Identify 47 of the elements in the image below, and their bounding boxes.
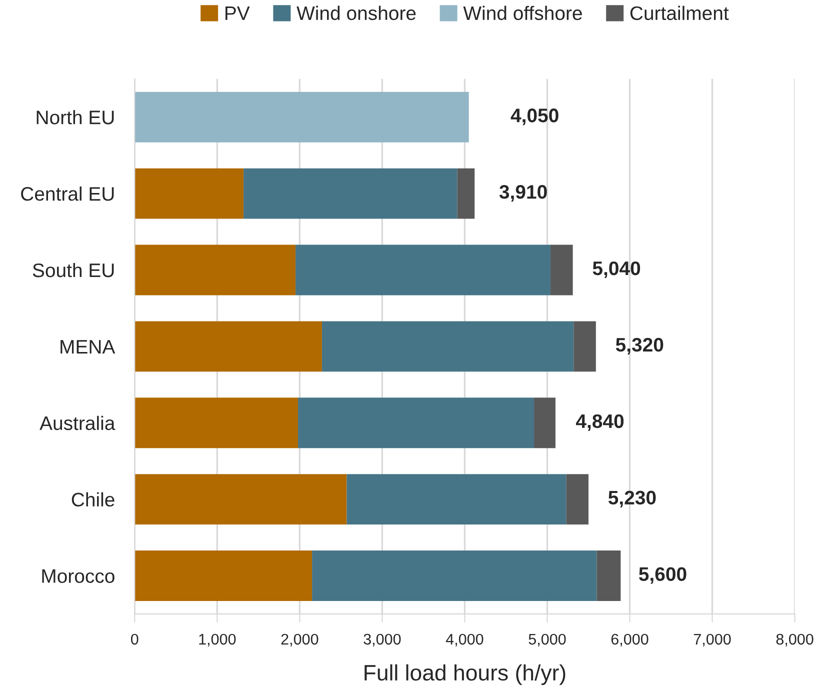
bar xyxy=(134,92,469,142)
y-tick-label: Central EU xyxy=(21,186,114,201)
bar xyxy=(457,168,475,219)
legend-label: PV xyxy=(226,6,250,20)
bar xyxy=(574,321,596,372)
bar xyxy=(322,321,574,372)
bar xyxy=(134,321,322,372)
bar xyxy=(534,398,556,448)
annotation: 4,050 xyxy=(510,108,558,126)
y-tick-label: North EU xyxy=(36,110,114,124)
x-tick-label: 4,000 xyxy=(446,634,484,646)
x-tick-label: 8,000 xyxy=(776,634,814,646)
y-tick-label: Morocco xyxy=(42,569,114,583)
x-tick-label: 3,000 xyxy=(364,634,401,646)
annotation: 5,600 xyxy=(639,567,686,584)
bar xyxy=(312,550,597,601)
bar xyxy=(298,398,534,448)
annotation: 5,320 xyxy=(616,338,664,354)
bar xyxy=(296,244,551,296)
y-tick-label: Chile xyxy=(72,492,114,507)
bar xyxy=(134,474,347,525)
y-tick-label: Australia xyxy=(40,416,116,430)
x-tick-label: 2,000 xyxy=(281,634,318,646)
bar xyxy=(550,244,573,296)
legend-label: Wind onshore xyxy=(296,6,416,20)
legend-label: Curtailment xyxy=(630,6,729,20)
bar xyxy=(346,474,566,525)
annotation: 4,840 xyxy=(576,414,624,431)
bar xyxy=(566,474,588,525)
x-tick-label: 0 xyxy=(130,634,138,645)
y-tick-label: South EU xyxy=(32,262,114,278)
bar xyxy=(596,550,621,601)
bar xyxy=(134,398,298,448)
bar xyxy=(134,168,244,219)
legend-label: Wind offshore xyxy=(463,6,582,20)
x-tick-label: 6,000 xyxy=(611,634,648,646)
annotation: 3,910 xyxy=(499,185,547,202)
annotation: 5,040 xyxy=(592,261,640,278)
x-tick-label: 1,000 xyxy=(199,634,236,646)
bar xyxy=(134,550,312,601)
x-tick-label: 7,000 xyxy=(694,634,731,646)
x-tick-label: 5,000 xyxy=(528,634,566,646)
x-axis-title: Full load hours (h/yr) xyxy=(364,664,566,686)
y-tick-label: MENA xyxy=(60,340,116,354)
bar xyxy=(134,244,296,296)
bar xyxy=(244,168,458,219)
annotation: 5,230 xyxy=(608,490,656,508)
